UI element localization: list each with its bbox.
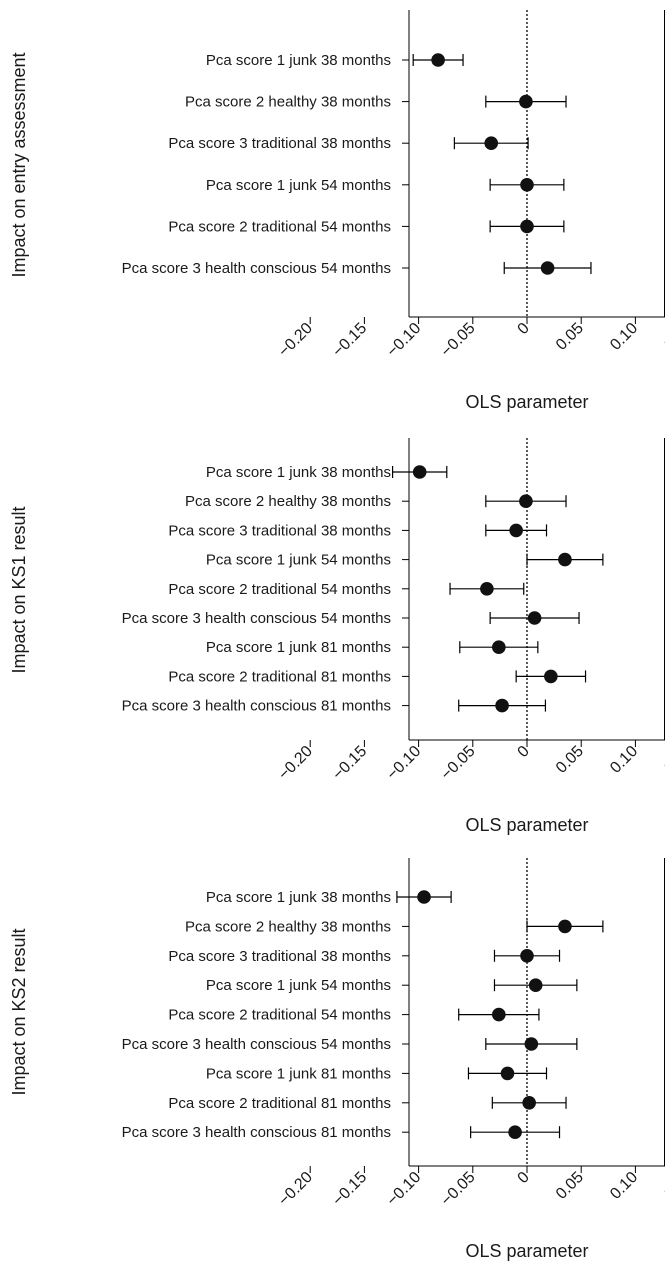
point-estimate bbox=[544, 669, 558, 684]
x-tick-label: 0.10 bbox=[607, 743, 641, 777]
point-estimate bbox=[540, 261, 555, 275]
row-label: Pca score 3 traditional 38 months bbox=[168, 948, 391, 965]
row-label: Pca score 3 traditional 38 months bbox=[168, 522, 391, 539]
point-estimate bbox=[528, 978, 543, 992]
x-axis-title: OLS parameter bbox=[465, 1241, 588, 1261]
y-axis-title: Impact on KS1 result bbox=[9, 506, 29, 673]
x-tick-label: −0.20 bbox=[275, 743, 316, 784]
y-axis-title: Impact on KS2 result bbox=[9, 928, 29, 1095]
row-label: Pca score 2 traditional 54 months bbox=[168, 581, 391, 598]
point-estimate bbox=[500, 1066, 515, 1081]
point-estimate bbox=[520, 219, 534, 234]
x-tick-label: 0.05 bbox=[553, 1169, 587, 1203]
row-label: Pca score 1 junk 54 months bbox=[206, 177, 391, 194]
point-estimate bbox=[519, 94, 533, 109]
point-estimate bbox=[520, 949, 534, 963]
point-estimate bbox=[520, 178, 534, 192]
point-estimate bbox=[492, 1007, 506, 1022]
point-estimate bbox=[524, 1037, 539, 1051]
row-label: Pca score 1 junk 54 months bbox=[206, 552, 391, 569]
x-axis-title: OLS parameter bbox=[465, 815, 588, 835]
entry-assessment-panel: −0.20−0.15−0.10−0.0500.050.100.150.20OLS… bbox=[9, 10, 665, 412]
x-tick-label: 0.15 bbox=[661, 1169, 665, 1203]
x-tick-label: −0.05 bbox=[438, 743, 479, 784]
point-estimate bbox=[519, 494, 533, 509]
x-tick-label: 0.05 bbox=[553, 320, 587, 354]
point-estimate bbox=[492, 640, 506, 654]
point-estimate bbox=[558, 552, 572, 567]
x-tick-label: −0.10 bbox=[384, 743, 425, 784]
x-tick-label: −0.10 bbox=[384, 1169, 425, 1210]
point-estimate bbox=[508, 1125, 522, 1139]
row-label: Pca score 2 traditional 54 months bbox=[168, 1007, 391, 1024]
x-axis-title: OLS parameter bbox=[465, 392, 588, 412]
ks2-panel: −0.20−0.15−0.10−0.0500.050.100.150.20OLS… bbox=[9, 858, 665, 1261]
row-label: Pca score 2 traditional 81 months bbox=[168, 668, 391, 685]
point-estimate bbox=[558, 919, 572, 934]
x-tick-label: −0.15 bbox=[330, 320, 371, 361]
point-estimate bbox=[522, 1096, 536, 1110]
row-label: Pca score 3 traditional 38 months bbox=[168, 135, 391, 152]
row-label: Pca score 1 junk 38 months bbox=[206, 464, 391, 481]
x-tick-label: 0.10 bbox=[607, 1169, 641, 1203]
row-label: Pca score 2 healthy 38 months bbox=[185, 918, 391, 935]
x-tick-label: 0 bbox=[515, 1169, 533, 1187]
point-estimate bbox=[495, 698, 509, 713]
row-label: Pca score 1 junk 38 months bbox=[206, 889, 391, 906]
x-tick-label: −0.05 bbox=[438, 320, 479, 361]
x-tick-label: 0.10 bbox=[607, 320, 641, 354]
row-label: Pca score 1 junk 81 months bbox=[206, 639, 391, 656]
row-label: Pca score 1 junk 81 months bbox=[206, 1065, 391, 1082]
x-tick-label: −0.15 bbox=[330, 743, 371, 784]
row-label: Pca score 3 health conscious 54 months bbox=[122, 610, 391, 627]
point-estimate bbox=[412, 465, 427, 479]
row-label: Pca score 2 healthy 38 months bbox=[185, 493, 391, 510]
row-label: Pca score 1 junk 54 months bbox=[206, 977, 391, 994]
y-axis-title: Impact on entry assessment bbox=[9, 52, 29, 277]
ks1-panel: −0.20−0.15−0.10−0.0500.050.100.150.20OLS… bbox=[9, 438, 665, 835]
x-tick-label: 0 bbox=[515, 743, 533, 761]
point-estimate bbox=[527, 611, 542, 625]
x-tick-label: 0.15 bbox=[661, 320, 665, 354]
x-tick-label: 0.15 bbox=[661, 743, 665, 777]
point-estimate bbox=[480, 582, 494, 596]
row-label: Pca score 3 health conscious 81 months bbox=[122, 698, 391, 715]
x-tick-label: 0.05 bbox=[553, 743, 587, 777]
x-tick-label: −0.05 bbox=[438, 1169, 479, 1210]
row-label: Pca score 2 traditional 81 months bbox=[168, 1095, 391, 1112]
row-label: Pca score 3 health conscious 81 months bbox=[122, 1124, 391, 1141]
x-tick-label: −0.15 bbox=[330, 1169, 371, 1210]
row-label: Pca score 3 health conscious 54 months bbox=[122, 1036, 391, 1053]
x-tick-label: 0 bbox=[515, 320, 533, 338]
x-tick-label: −0.20 bbox=[275, 320, 316, 361]
point-estimate bbox=[509, 523, 523, 538]
point-estimate bbox=[484, 136, 499, 150]
row-label: Pca score 2 traditional 54 months bbox=[168, 218, 391, 235]
row-label: Pca score 3 health conscious 54 months bbox=[122, 260, 391, 277]
x-tick-label: −0.10 bbox=[384, 320, 425, 361]
row-label: Pca score 1 junk 38 months bbox=[206, 52, 391, 69]
x-tick-label: −0.20 bbox=[275, 1169, 316, 1210]
point-estimate bbox=[431, 53, 445, 67]
row-label: Pca score 2 healthy 38 months bbox=[185, 94, 391, 111]
point-estimate bbox=[417, 890, 431, 904]
